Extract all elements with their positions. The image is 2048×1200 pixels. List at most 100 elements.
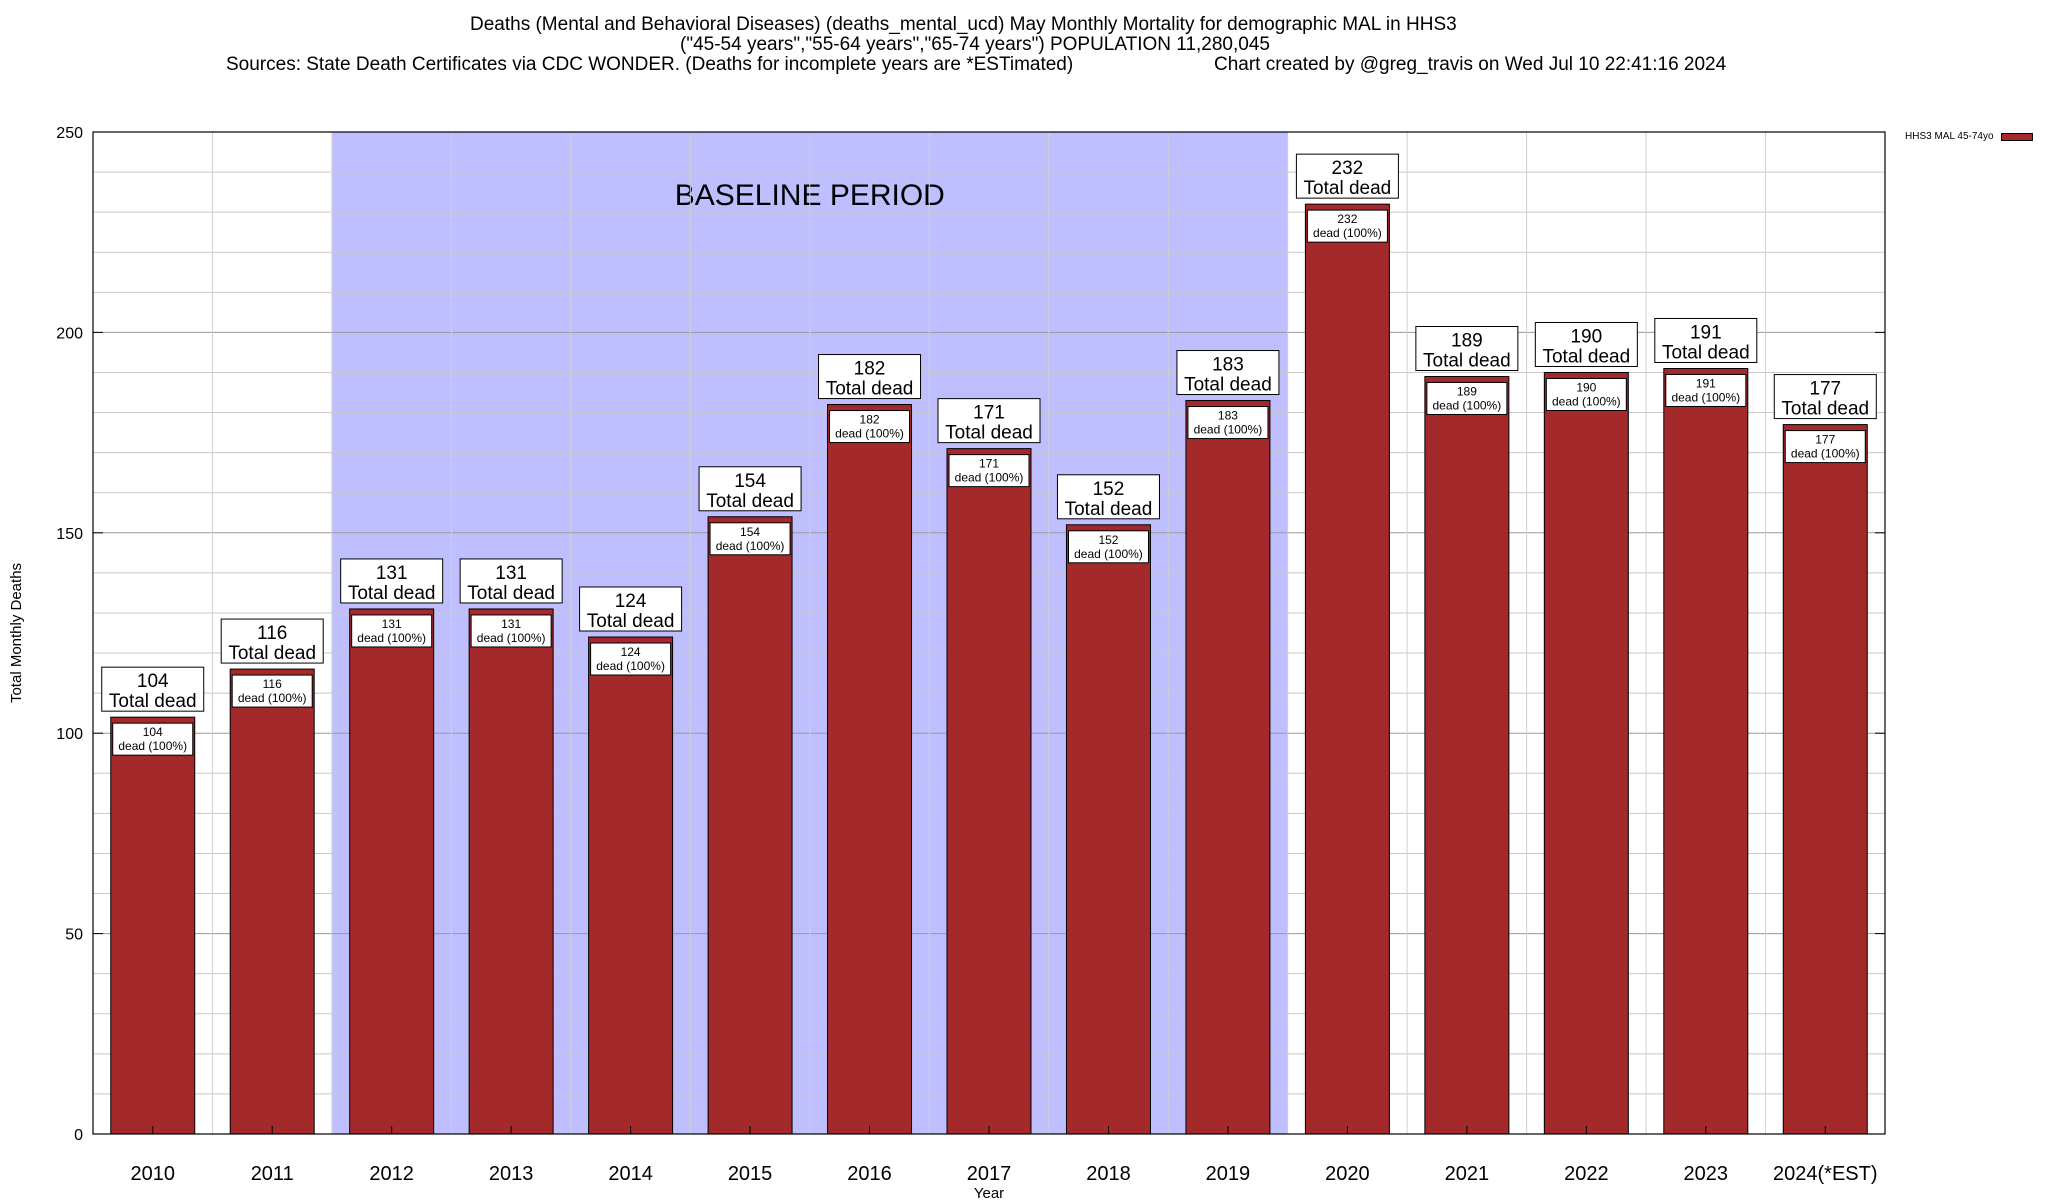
top-label-box <box>101 666 205 712</box>
top-label-box <box>1534 321 1638 367</box>
top-label-box <box>698 466 802 512</box>
top-label-text: Total dead <box>826 379 914 400</box>
title-line-2: ("45-54 years","55-64 years","65-74 year… <box>680 34 1270 55</box>
y-tick-label: 250 <box>56 125 83 142</box>
x-tick-label: 2015 <box>728 1163 773 1185</box>
inner-label-text: dead (100%) <box>1313 226 1382 240</box>
x-tick-label: 2014 <box>608 1163 653 1185</box>
inner-label-value: 131 <box>382 617 402 631</box>
x-axis-title: Year <box>974 1185 1004 1200</box>
top-label-box <box>1654 317 1758 363</box>
top-label-value: 232 <box>1332 158 1364 179</box>
inner-label-text: dead (100%) <box>238 691 307 705</box>
top-label-box <box>220 618 324 664</box>
inner-label-text: dead (100%) <box>596 659 665 673</box>
top-label-text: Total dead <box>706 491 794 512</box>
bar-2014 <box>588 636 674 1135</box>
top-label-box <box>1295 153 1399 199</box>
top-label-value: 171 <box>973 403 1005 424</box>
x-tick-label: 2024(*EST) <box>1773 1163 1878 1185</box>
title-line-1: Deaths (Mental and Behavioral Diseases) … <box>470 14 1457 35</box>
inner-label-text: dead (100%) <box>835 427 904 441</box>
top-label-text: Total dead <box>228 643 316 664</box>
bar-2016 <box>827 404 913 1135</box>
inner-label-text: dead (100%) <box>955 471 1024 485</box>
inner-label-box <box>1306 209 1388 243</box>
top-label-box <box>459 558 563 604</box>
inner-label-box <box>112 722 194 756</box>
inner-label-box <box>1067 530 1149 564</box>
inner-label-box <box>1545 377 1627 411</box>
top-label-box <box>579 586 683 632</box>
inner-label-text: dead (100%) <box>357 631 426 645</box>
top-label-box <box>1773 374 1877 420</box>
inner-label-box <box>231 674 313 708</box>
plot-border <box>92 131 1886 1135</box>
bar-2015 <box>707 516 793 1135</box>
legend: HHS3 MAL 45-74yo <box>1905 131 2033 142</box>
top-label-text: Total dead <box>945 423 1033 444</box>
inner-label-value: 189 <box>1457 384 1477 398</box>
y-tick-label: 0 <box>74 1127 83 1144</box>
top-label-box <box>1056 474 1160 520</box>
inner-label-box <box>709 522 791 556</box>
legend-label: HHS3 MAL 45-74yo <box>1905 131 1994 142</box>
top-label-box <box>1415 325 1519 371</box>
top-label-value: 124 <box>615 591 647 612</box>
inner-label-text: dead (100%) <box>1074 547 1143 561</box>
inner-label-box <box>1187 406 1269 440</box>
y-axis-title: Total Monthly Deaths <box>8 563 25 703</box>
top-label-text: Total dead <box>1781 399 1869 420</box>
x-tick-label: 2018 <box>1086 1163 1131 1185</box>
inner-label-text: dead (100%) <box>1791 447 1860 461</box>
inner-label-value: 182 <box>860 413 880 427</box>
bar-2010 <box>110 716 196 1135</box>
x-tick-label: 2023 <box>1684 1163 1729 1185</box>
inner-label-value: 183 <box>1218 409 1238 423</box>
inner-label-value: 190 <box>1576 380 1596 394</box>
top-label-value: 191 <box>1690 322 1722 343</box>
top-label-value: 190 <box>1570 326 1602 347</box>
inner-label-text: dead (100%) <box>1433 398 1502 412</box>
bar-2024(*EST) <box>1782 424 1868 1135</box>
inner-label-box <box>470 614 552 648</box>
inner-label-text: dead (100%) <box>1194 423 1263 437</box>
title-credit: Chart created by @greg_travis on Wed Jul… <box>1214 54 1727 75</box>
top-label-text: Total dead <box>109 691 197 712</box>
y-tick-label: 100 <box>56 726 83 743</box>
inner-label-box <box>351 614 433 648</box>
bar-2011 <box>229 668 315 1135</box>
x-tick-label: 2010 <box>130 1163 175 1185</box>
inner-label-text: dead (100%) <box>716 539 785 553</box>
inner-label-box <box>590 642 672 676</box>
x-tick-label: 2020 <box>1325 1163 1370 1185</box>
x-tick-label: 2021 <box>1445 1163 1490 1185</box>
inner-label-value: 232 <box>1337 212 1357 226</box>
top-label-value: 177 <box>1809 379 1841 400</box>
inner-label-value: 152 <box>1098 533 1118 547</box>
inner-label-value: 104 <box>143 725 163 739</box>
top-label-box <box>340 558 444 604</box>
top-label-value: 116 <box>257 623 287 644</box>
inner-label-value: 154 <box>740 525 760 539</box>
y-tick-label: 200 <box>56 325 83 342</box>
title-sources: Sources: State Death Certificates via CD… <box>226 54 1074 75</box>
top-label-value: 104 <box>137 671 169 692</box>
top-label-value: 189 <box>1451 330 1483 351</box>
top-label-box <box>937 398 1041 444</box>
bar-2019 <box>1185 400 1271 1135</box>
inner-label-text: dead (100%) <box>477 631 546 645</box>
top-label-box <box>1176 350 1280 396</box>
bar-2013 <box>468 608 554 1135</box>
x-tick-label: 2019 <box>1206 1163 1251 1185</box>
top-label-text: Total dead <box>587 611 675 632</box>
top-label-value: 152 <box>1093 479 1125 500</box>
top-label-box <box>818 354 922 400</box>
y-tick-label: 50 <box>65 927 83 944</box>
inner-label-text: dead (100%) <box>1552 394 1621 408</box>
top-label-text: Total dead <box>1542 346 1630 367</box>
inner-label-box <box>948 454 1030 488</box>
inner-label-value: 171 <box>979 457 999 471</box>
top-label-text: Total dead <box>348 583 436 604</box>
